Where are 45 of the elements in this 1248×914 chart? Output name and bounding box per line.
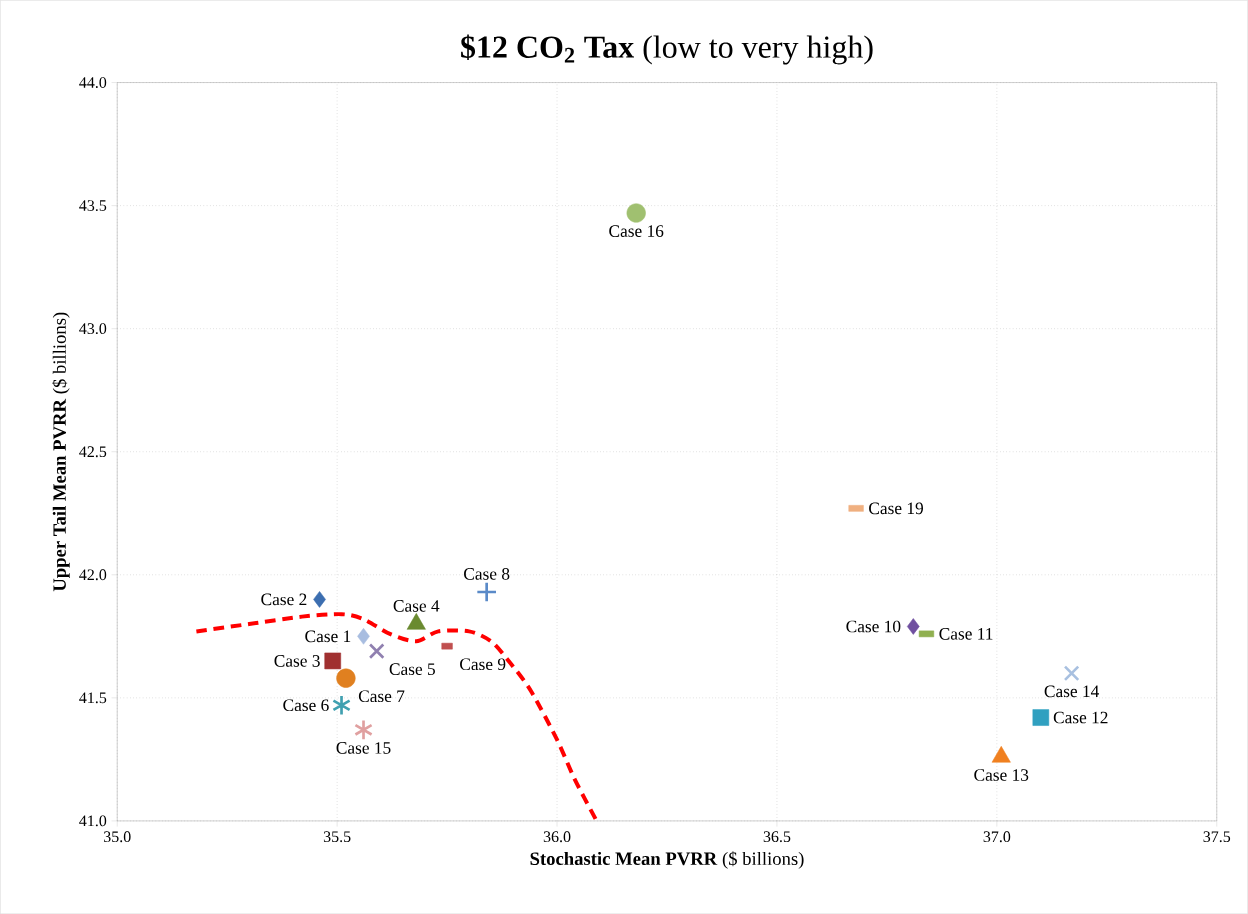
series-label: Case 15	[336, 742, 391, 754]
series-label: Case 3	[274, 655, 320, 667]
y-tick-label: 41.0	[79, 815, 107, 827]
point	[354, 719, 373, 741]
series-label: Case 8	[464, 568, 510, 580]
y-tick-label: 43.5	[79, 200, 107, 211]
series-label: Case 1	[305, 630, 351, 643]
series-label: Case 10	[846, 620, 901, 633]
series-label: Case 19	[869, 502, 923, 515]
point	[1032, 709, 1050, 726]
point	[368, 643, 385, 659]
series-label: Case 16	[609, 225, 664, 237]
y-tick-label: 41.5	[79, 692, 107, 704]
x-tick-label: 36.5	[763, 831, 791, 843]
point	[626, 203, 646, 223]
point	[907, 618, 920, 635]
y-tick-label: 42.5	[79, 446, 107, 458]
x-tick-label: 37.0	[983, 831, 1011, 843]
x-tick-label: 35.5	[323, 831, 351, 843]
y-axis-title: Upper Tail Mean PVRR ($ billions)	[52, 312, 70, 592]
series-label: Case 7	[358, 690, 405, 702]
point	[476, 581, 498, 603]
series-label: Case 11	[939, 627, 993, 640]
point	[324, 652, 341, 670]
x-tick-label: 36.0	[543, 831, 571, 843]
series-label: Case 4	[393, 600, 440, 612]
point	[313, 591, 326, 608]
series-label: Case 6	[283, 699, 329, 711]
y-tick-label: 44.0	[79, 77, 107, 88]
y-tick-label: 43.0	[79, 323, 107, 335]
point	[336, 668, 356, 688]
x-axis-title: Stochastic Mean PVRR ($ billions)	[530, 851, 804, 869]
series-label: Case 9	[460, 658, 506, 671]
point	[332, 694, 351, 716]
point	[1063, 665, 1080, 682]
chart-title: $12 CO$_{2}$ Tax (low to very high)	[461, 34, 873, 65]
series-label: Case 13	[974, 769, 1029, 781]
series-label: Case 14	[1044, 685, 1100, 698]
x-tick-label: 37.5	[1203, 831, 1231, 843]
series-label: Case 5	[389, 663, 435, 675]
series-label: Case 2	[261, 593, 307, 606]
x-tick-label: 35.0	[104, 831, 131, 843]
point	[357, 628, 370, 645]
series-label: Case 12	[1053, 711, 1108, 724]
y-tick-label: 42.0	[79, 569, 107, 581]
